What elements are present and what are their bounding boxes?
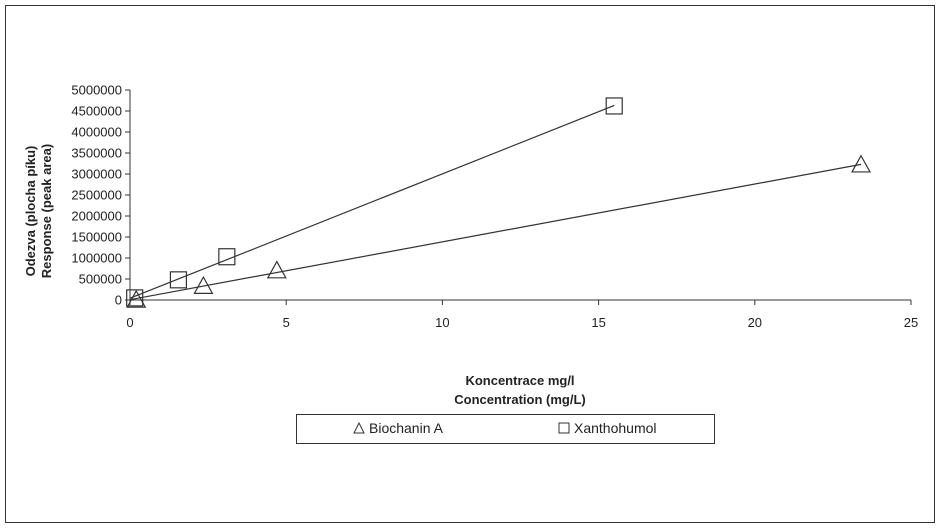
data-point-square <box>169 271 188 289</box>
data-point-triangle <box>850 154 872 173</box>
y-tick-label: 3500000 <box>71 146 122 161</box>
y-tick-label: 1500000 <box>71 230 122 245</box>
y-tick-label: 3000000 <box>71 167 122 182</box>
data-point-square <box>605 97 623 115</box>
trendline-xanthohumol <box>129 104 615 299</box>
x-axis-title-line2: Concentration (mg/L) <box>454 392 585 407</box>
y-tick-label: 2500000 <box>71 188 122 203</box>
x-axis-title-line1: Koncentrace mg/l <box>465 373 574 388</box>
legend: Biochanin A Xanthohumol <box>296 414 715 444</box>
x-tick-label: 25 <box>904 315 918 330</box>
y-tick-label: 4000000 <box>71 125 122 140</box>
x-tick-label: 10 <box>435 315 449 330</box>
legend-label-xanthohumol: Xanthohumol <box>574 420 657 436</box>
series-layer <box>126 97 872 308</box>
y-tick-label: 0 <box>115 293 122 308</box>
x-ticks: 0 5 10 15 20 25 <box>126 300 918 330</box>
data-point-triangle <box>266 260 287 279</box>
y-axis-title-line2: Response (peak area) <box>39 144 54 278</box>
triangle-marker-icon <box>353 422 365 434</box>
legend-item-biochanin-a: Biochanin A <box>353 420 443 436</box>
x-tick-label: 20 <box>748 315 762 330</box>
y-tick-label: 500000 <box>79 272 122 287</box>
y-tick-label: 4500000 <box>71 104 122 119</box>
series-biochanin-a <box>126 154 872 308</box>
legend-item-xanthohumol: Xanthohumol <box>558 420 657 436</box>
axes: 0 5 10 15 20 25 0 500000 1000000 1500000 2000000 2… <box>71 83 918 331</box>
trendline-biochanin-a <box>129 163 862 301</box>
x-tick-label: 0 <box>126 315 133 330</box>
y-tick-label: 2000000 <box>71 209 122 224</box>
data-point-square <box>126 289 144 307</box>
data-point-square <box>218 248 236 266</box>
y-ticks: 0 500000 1000000 1500000 2000000 2500000 30000… <box>71 83 130 308</box>
series-xanthohumol <box>126 97 623 307</box>
square-marker-icon <box>558 422 570 434</box>
x-tick-label: 15 <box>591 315 605 330</box>
y-tick-label: 1000000 <box>71 251 122 266</box>
y-axis-title-line1: Odezva (plocha píku) <box>23 146 38 277</box>
x-tick-label: 5 <box>283 315 290 330</box>
data-point-triangle <box>193 275 214 294</box>
legend-label-biochanin-a: Biochanin A <box>369 420 443 436</box>
y-tick-label: 5000000 <box>71 83 122 98</box>
data-point-triangle <box>126 289 147 308</box>
